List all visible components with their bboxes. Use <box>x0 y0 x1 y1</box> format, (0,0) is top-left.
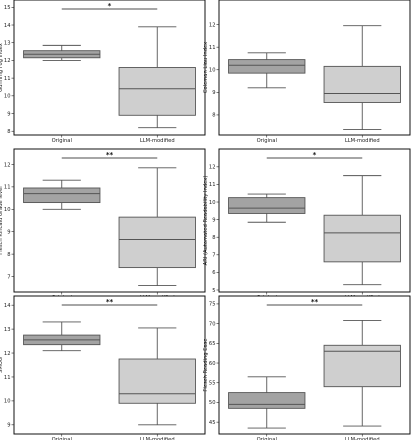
y-tick-label: 7 <box>212 253 215 259</box>
y-axis-label: Gunning Fog Index <box>0 43 4 92</box>
chart-panel-1: 8 9 10 11 12 Coleman Liau Index Original LLM-mo… <box>203 0 411 144</box>
significance-label: ** <box>311 298 319 306</box>
y-axis-label: ARI (Automated Readability Index) <box>203 176 209 266</box>
box-1 <box>323 175 401 286</box>
box-iqr <box>228 59 306 74</box>
y-tick-label: 9 <box>212 90 215 96</box>
y-tick-label: 12 <box>209 165 216 171</box>
y-tick-label: 9 <box>7 423 10 429</box>
y-tick-label: 6 <box>212 270 215 276</box>
y-tick-label: 70 <box>209 321 216 327</box>
x-tick-label: Original <box>257 138 277 144</box>
y-tick-label: 14 <box>4 303 11 309</box>
y-tick-label: 60 <box>209 361 216 367</box>
y-tick-label: 8 <box>7 129 10 135</box>
y-axis-label: Coleman Liau Index <box>203 42 209 93</box>
y-tick-label: 12 <box>4 58 11 64</box>
box-0 <box>228 193 306 223</box>
y-tick-label: 11 <box>4 185 11 191</box>
y-tick-label: 65 <box>209 341 216 347</box>
x-tick-label: LLM-modified <box>140 138 175 144</box>
y-tick-label: 9 <box>7 111 10 117</box>
box-iqr <box>228 392 306 409</box>
y-tick-label: 11 <box>4 76 11 82</box>
significance-label: * <box>313 151 317 159</box>
y-tick-label: 7 <box>7 274 10 280</box>
x-tick-label: Original <box>52 138 72 144</box>
x-tick-label: Original <box>257 437 277 440</box>
y-tick-label: 45 <box>209 420 216 426</box>
y-axis-label: Flesch Reading Ease <box>203 338 209 391</box>
y-tick-label: 10 <box>4 399 11 405</box>
y-tick-label: 12 <box>4 351 11 357</box>
box-0 <box>23 179 101 210</box>
y-tick-label: 10 <box>209 200 216 206</box>
y-tick-label: 13 <box>4 327 11 333</box>
y-tick-label: 11 <box>209 182 216 188</box>
y-tick-label: 11 <box>4 375 11 381</box>
box-iqr <box>118 67 196 116</box>
y-axis-label: Flesch Kincaid Grade level <box>0 186 4 254</box>
y-tick-label: 12 <box>4 162 11 168</box>
box-1 <box>323 320 401 427</box>
y-tick-label: 9 <box>7 230 10 236</box>
y-tick-label: 55 <box>209 381 216 387</box>
x-tick-label: LLM-modified <box>345 138 380 144</box>
chart-panel-4: 9 10 11 12 13 14 SMOG Original LLM-modified ** <box>0 295 206 440</box>
y-tick-label: 75 <box>209 302 216 308</box>
box-iqr <box>323 214 401 263</box>
y-tick-label: 8 <box>212 113 215 119</box>
y-tick-label: 8 <box>212 235 215 241</box>
box-0 <box>23 44 101 61</box>
y-tick-label: 11 <box>209 45 216 51</box>
y-tick-label: 13 <box>4 41 11 47</box>
significance-label: ** <box>106 151 114 159</box>
box-1 <box>118 167 196 286</box>
box-1 <box>118 26 196 129</box>
y-tick-label: 10 <box>4 94 11 100</box>
x-tick-label: Original <box>52 437 72 440</box>
y-tick-label: 5 <box>212 288 215 294</box>
y-tick-label: 9 <box>212 217 215 223</box>
box-iqr <box>23 187 101 204</box>
box-iqr <box>323 344 401 388</box>
y-tick-label: 12 <box>209 22 216 28</box>
box-iqr <box>323 65 401 103</box>
chart-panel-5: 45 50 55 60 65 70 75 Flesch Reading Ease Origina… <box>203 295 411 440</box>
box-1 <box>118 327 196 426</box>
chart-panel-0: 8 9 10 11 12 13 14 15 Gunning Fog Index Original L… <box>0 0 206 144</box>
box-1 <box>323 25 401 131</box>
significance-label: ** <box>106 298 114 306</box>
y-axis-label: SMOG <box>0 357 4 373</box>
y-tick-label: 10 <box>4 207 11 213</box>
box-0 <box>23 321 101 352</box>
box-0 <box>228 376 306 429</box>
x-tick-label: LLM-modified <box>345 437 380 440</box>
x-tick-label: LLM-modified <box>140 437 175 440</box>
y-tick-label: 50 <box>209 400 216 406</box>
y-tick-label: 8 <box>7 252 10 258</box>
box-iqr <box>118 358 196 404</box>
y-tick-label: 10 <box>209 68 216 74</box>
box-0 <box>228 52 306 89</box>
box-iqr <box>228 197 306 214</box>
box-iqr <box>118 216 196 269</box>
y-tick-label: 15 <box>4 5 11 11</box>
y-tick-label: 14 <box>4 23 11 29</box>
significance-label: * <box>108 2 112 10</box>
